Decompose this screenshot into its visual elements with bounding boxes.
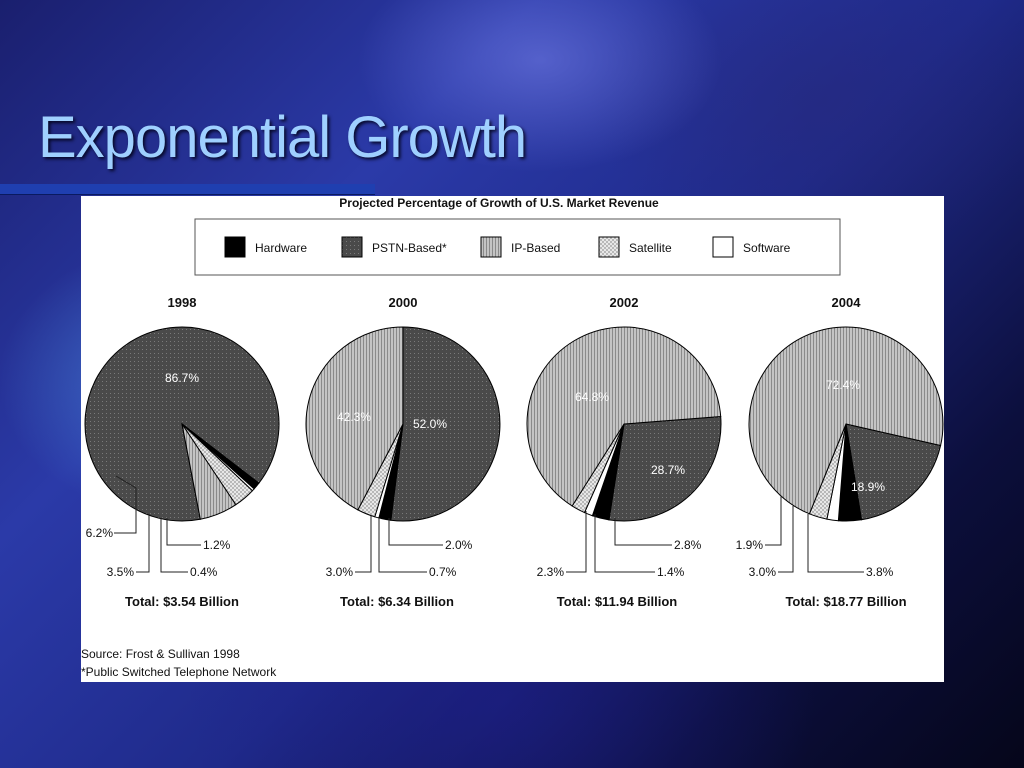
- legend-label-pstn: PSTN-Based*: [372, 241, 447, 255]
- legend-label-hardware: Hardware: [255, 241, 307, 255]
- legend-item-hardware: Hardware: [224, 236, 307, 258]
- pie-2000-leader-software: [378, 518, 427, 573]
- legend-swatch-ip: [480, 236, 502, 258]
- pie-2004-label-satellite: 3.0%: [749, 565, 777, 579]
- pie-1998-label-satellite: 3.5%: [107, 565, 135, 579]
- pie-2000-year: 2000: [389, 295, 418, 310]
- pie-1998-year: 1998: [168, 295, 197, 310]
- pie-2004-total: Total: $18.77 Billion: [785, 594, 906, 609]
- legend-label-satellite: Satellite: [629, 241, 672, 255]
- legend-item-satellite: Satellite: [598, 236, 672, 258]
- pie-2002-label-pstn-based: 28.7%: [651, 463, 685, 477]
- pie-2004-leader-hardware: [807, 514, 864, 573]
- pie-2004-label-hardware: 3.8%: [866, 565, 894, 579]
- pie-1998-leader-ip-based: [114, 475, 137, 534]
- pie-2000-label-satellite: 3.0%: [326, 565, 354, 579]
- chart-title: Projected Percentage of Growth of U.S. M…: [339, 196, 659, 210]
- pie-2002-slice-ip-based: [526, 326, 722, 507]
- pie-2000-label-ip-based: 42.3%: [337, 410, 371, 424]
- legend-item-ip: IP-Based: [480, 236, 560, 258]
- pie-2004-slice-pstn-based: [845, 423, 942, 521]
- legend-label-software: Software: [743, 241, 791, 255]
- pie-2002-year: 2002: [610, 295, 639, 310]
- pie-2004-label-software: 1.9%: [736, 538, 764, 552]
- source-note: Source: Frost & Sullivan 1998: [81, 647, 240, 661]
- pie-2002-leader-satellite: [566, 511, 587, 573]
- pie-2000-leader-satellite: [355, 516, 372, 573]
- pie-1998-label-ip-based: 6.2%: [86, 526, 114, 540]
- legend-item-pstn: PSTN-Based*: [341, 236, 447, 258]
- pie-2004-leader-satellite: [778, 506, 794, 573]
- legend-label-ip: IP-Based: [511, 241, 560, 255]
- slide-title: Exponential Growth: [38, 105, 527, 170]
- pie-1998-label-software: 0.4%: [190, 565, 218, 579]
- pie-2002-label-ip-based: 64.8%: [575, 390, 609, 404]
- legend-swatch-software: [712, 236, 734, 258]
- pie-2004: 2004 18.9% 72.4% 1.9% 3.0% 3.8% Total: $18.77 …: [736, 295, 944, 609]
- pie-2002-leader-hardware: [614, 518, 672, 546]
- pie-2004-leader-software: [765, 496, 782, 546]
- pie-2002-label-satellite: 2.3%: [537, 565, 565, 579]
- pie-2004-label-ip-based: 72.4%: [826, 378, 860, 392]
- legend-frame: [194, 218, 841, 276]
- pie-1998-label-hardware: 1.2%: [203, 538, 231, 552]
- pie-2004-year: 2004: [832, 295, 862, 310]
- pie-1998: 1998 86.7% 6.2% 3.5% 1.2% 0.4% Total: $3.54 Bi…: [84, 295, 280, 609]
- pie-1998-leader-software: [160, 518, 188, 573]
- legend: Hardware PSTN-Based* IP-Based Satellite …: [194, 218, 841, 276]
- chart-panel: Projected Percentage of Growth of U.S. M…: [81, 196, 944, 682]
- pie-2004-label-pstn-based: 18.9%: [851, 480, 885, 494]
- title-underline: [0, 184, 375, 195]
- pie-2000-label-software: 0.7%: [429, 565, 457, 579]
- pie-2002-slice-pstn-based: [608, 416, 722, 522]
- pie-2000-total: Total: $6.34 Billion: [340, 594, 454, 609]
- footnote: *Public Switched Telephone Network: [81, 665, 277, 679]
- pie-2002: 2002 28.7% 64.8% 2.3% 2.8% 1.4% Total: $11.94 …: [526, 295, 722, 609]
- pie-1998-leader-satellite: [136, 514, 150, 573]
- pie-1998-label-pstn-based: 86.7%: [165, 371, 199, 385]
- legend-swatch-satellite: [598, 236, 620, 258]
- pie-2000-label-hardware: 2.0%: [445, 538, 473, 552]
- pie-2000: 2000 52.0% 42.3% 3.0% 2.0% 0.7% Total: $6.34 B…: [305, 295, 501, 609]
- legend-item-software: Software: [712, 236, 791, 258]
- pie-2000-leader-hardware: [388, 518, 443, 546]
- legend-swatch-pstn: [341, 236, 363, 258]
- pie-1998-slice-ip-based: [181, 423, 237, 520]
- pie-2002-label-software: 1.4%: [657, 565, 685, 579]
- pie-2000-slice-ip-based: [305, 326, 404, 511]
- pie-2002-leader-software: [594, 514, 655, 573]
- pie-2002-label-hardware: 2.8%: [674, 538, 702, 552]
- pie-1998-leader-hardware: [166, 518, 201, 546]
- pie-2000-slice-pstn-based: [390, 326, 501, 522]
- pie-2002-total: Total: $11.94 Billion: [557, 594, 677, 609]
- pie-2000-label-pstn-based: 52.0%: [413, 417, 447, 431]
- pie-2004-slice-ip-based: [748, 326, 944, 515]
- legend-swatch-hardware: [224, 236, 246, 258]
- pie-1998-total: Total: $3.54 Billion: [125, 594, 239, 609]
- pies-group: 1998 86.7% 6.2% 3.5% 1.2% 0.4% Total: $3.54 Bi…: [84, 295, 944, 609]
- pie-chart-figure: Projected Percentage of Growth of U.S. M…: [81, 196, 944, 679]
